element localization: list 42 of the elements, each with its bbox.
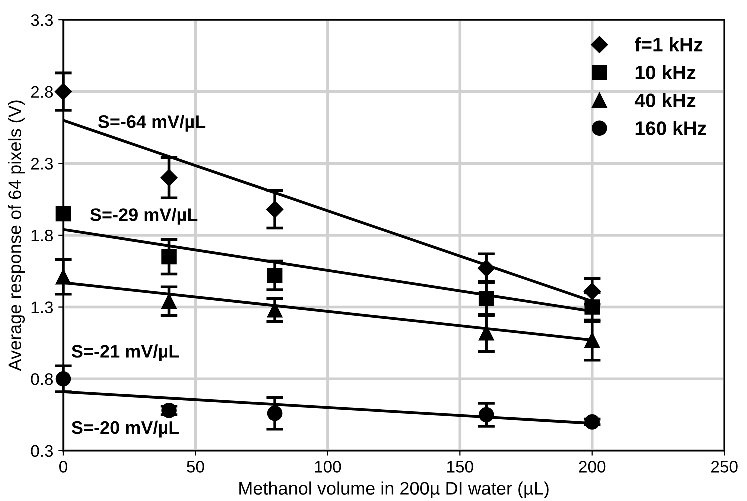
point [584, 332, 600, 348]
x-tick-label: 0 [60, 461, 68, 473]
point [267, 268, 283, 284]
point [162, 294, 177, 310]
y-tick-label: 0.8 [31, 373, 54, 386]
legend-label: 40 kHz [634, 93, 696, 108]
x-tick-label: 150 [448, 461, 474, 473]
x-axis-title: Methanol volume in 200µ DI water (µL) [240, 482, 549, 499]
legend-label: 10 kHz [636, 65, 696, 80]
point [56, 269, 72, 285]
y-tick-label: 2.3 [31, 158, 54, 170]
y-tick-label: 1.3 [32, 302, 54, 314]
x-tick-label: 200 [579, 461, 606, 473]
y-tick-label: 1.8 [32, 230, 54, 242]
point [56, 371, 72, 387]
annotation: S=-64 mV/µL [98, 115, 206, 132]
point [478, 291, 494, 306]
y-tick-label: 2.8 [31, 86, 54, 98]
annotation: S=-21 mV/µL [72, 344, 180, 362]
point [56, 206, 72, 222]
point [584, 414, 600, 430]
x-tick-label: 250 [712, 461, 738, 473]
point [584, 282, 601, 300]
point [478, 407, 494, 423]
x-tick-label: 50 [187, 461, 204, 473]
y-tick-label: 3.3 [31, 14, 54, 26]
point [54, 83, 72, 100]
point [160, 169, 178, 187]
legend-label: 160 kHz [636, 121, 706, 136]
point [584, 300, 600, 315]
y-tick-label: 0.3 [31, 445, 54, 458]
annotation: S=-29 mV/µL [90, 208, 198, 225]
point [478, 325, 494, 341]
y-axis-title: Average response of 64 pixels (V) [8, 100, 26, 372]
point [267, 406, 283, 422]
point [478, 260, 496, 278]
x-tick-label: 100 [315, 461, 342, 473]
point [267, 302, 283, 318]
point [162, 249, 177, 265]
annotation: S=-20 mV/µL [72, 420, 180, 438]
legend-label: f=1 kHz [635, 38, 703, 52]
point [266, 201, 284, 218]
